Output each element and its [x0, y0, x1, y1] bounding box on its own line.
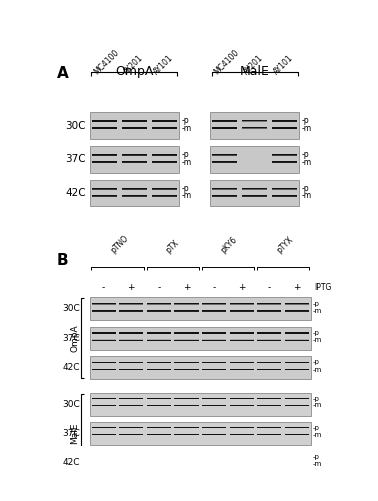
- Text: AY201: AY201: [242, 53, 265, 76]
- Text: -m: -m: [181, 191, 191, 200]
- Text: 37C: 37C: [65, 154, 86, 164]
- Text: A: A: [57, 66, 69, 81]
- Text: B: B: [57, 253, 68, 268]
- Text: 30C: 30C: [62, 304, 80, 313]
- Text: -p: -p: [301, 150, 309, 159]
- Text: pKY6: pKY6: [219, 235, 239, 255]
- Bar: [90, 327, 311, 350]
- Bar: [90, 422, 311, 445]
- Text: -p: -p: [181, 116, 189, 125]
- Text: 30C: 30C: [62, 400, 80, 409]
- Text: -p: -p: [313, 395, 320, 401]
- Bar: [90, 451, 311, 474]
- Bar: [90, 356, 311, 379]
- Text: -: -: [157, 283, 161, 292]
- Text: OmpA: OmpA: [115, 65, 153, 78]
- Bar: [210, 146, 299, 172]
- Text: 42C: 42C: [65, 188, 86, 198]
- Text: AY101: AY101: [272, 53, 295, 76]
- Text: -p: -p: [181, 184, 189, 193]
- Text: +: +: [238, 283, 245, 292]
- Text: -p: -p: [313, 330, 320, 336]
- Text: pTYX: pTYX: [274, 235, 294, 255]
- Text: -m: -m: [313, 461, 322, 467]
- Text: -m: -m: [313, 402, 322, 408]
- Text: pTNO: pTNO: [109, 233, 130, 255]
- Text: -p: -p: [313, 425, 320, 431]
- Text: -p: -p: [181, 150, 189, 159]
- Text: 37C: 37C: [62, 429, 80, 438]
- Text: 37C: 37C: [62, 334, 80, 343]
- Text: -m: -m: [301, 124, 311, 133]
- Bar: [90, 146, 179, 172]
- Text: pTX: pTX: [164, 238, 181, 255]
- Text: +: +: [183, 283, 190, 292]
- Text: -m: -m: [301, 158, 311, 166]
- Text: 30C: 30C: [65, 121, 86, 131]
- Bar: [210, 180, 299, 206]
- Text: -m: -m: [313, 337, 322, 343]
- Text: +: +: [293, 283, 301, 292]
- Text: +: +: [127, 283, 135, 292]
- Bar: [90, 113, 179, 139]
- Text: MC4100: MC4100: [93, 48, 121, 76]
- Text: OmpA: OmpA: [70, 324, 79, 352]
- Text: 42C: 42C: [62, 363, 80, 372]
- Text: AY201: AY201: [122, 53, 145, 76]
- Text: -p: -p: [313, 359, 320, 365]
- Text: -p: -p: [313, 454, 320, 460]
- Text: -p: -p: [301, 184, 309, 193]
- Text: AY101: AY101: [152, 53, 175, 76]
- Text: MalE: MalE: [70, 423, 79, 444]
- Bar: [90, 180, 179, 206]
- Text: -m: -m: [313, 308, 322, 314]
- Bar: [210, 113, 299, 139]
- Text: MalE: MalE: [240, 65, 270, 78]
- Text: 42C: 42C: [62, 458, 80, 467]
- Text: -m: -m: [301, 191, 311, 200]
- Bar: [90, 297, 311, 320]
- Text: IPTG: IPTG: [314, 283, 331, 292]
- Text: -p: -p: [313, 301, 320, 307]
- Text: -: -: [212, 283, 216, 292]
- Text: MC4100: MC4100: [212, 48, 241, 76]
- Bar: [90, 393, 311, 416]
- Text: -m: -m: [181, 158, 191, 166]
- Text: -p: -p: [301, 116, 309, 125]
- Text: -m: -m: [181, 124, 191, 133]
- Text: -: -: [102, 283, 105, 292]
- Text: -: -: [268, 283, 271, 292]
- Text: -m: -m: [313, 432, 322, 438]
- Text: -m: -m: [313, 367, 322, 373]
